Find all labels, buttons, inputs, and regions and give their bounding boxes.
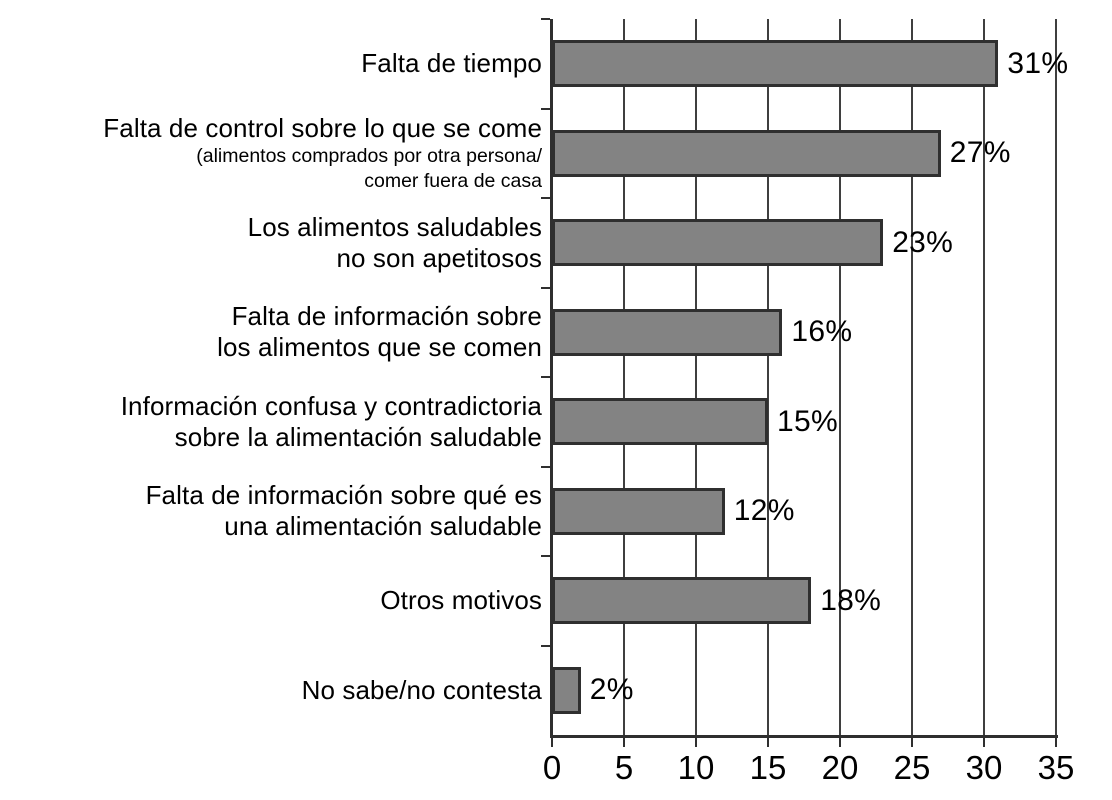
x-axis-tick-10 (695, 738, 697, 747)
category-label-line: Falta de control sobre lo que se come (103, 112, 542, 143)
category-label-line: Falta de información sobre qué es (145, 480, 542, 511)
bar-value-label-6: 18% (820, 583, 882, 617)
category-label-5: Falta de información sobre qué es una ali… (0, 467, 542, 557)
gridline-35 (1055, 19, 1057, 735)
category-label-line: los alimentos que se comen (217, 332, 542, 363)
category-label-line: una alimentación saludable (224, 511, 542, 542)
bar-value-label-0: 31% (1007, 46, 1069, 80)
gridline-5 (623, 19, 625, 735)
y-axis-tick-1 (541, 107, 550, 110)
category-label-line: sobre la alimentación saludable (174, 421, 542, 452)
x-tick-label-15: 15 (749, 749, 787, 786)
x-tick-label-5: 5 (614, 749, 634, 786)
x-tick-label-25: 25 (893, 749, 931, 786)
x-axis-tick-15 (767, 738, 769, 747)
category-label-1: Falta de control sobre lo que se come (al… (0, 109, 542, 199)
y-axis-tick-6 (541, 555, 550, 557)
category-label-line: Los alimentos saludables (247, 211, 542, 242)
category-label-2: Los alimentos saludables no son apetitoso… (0, 198, 542, 288)
category-label-3: Falta de información sobre los alimentos … (0, 288, 542, 378)
category-label-0: Falta de tiempo (0, 19, 542, 109)
gridline-25 (911, 19, 913, 735)
bar-value-label-7: 2% (589, 673, 634, 707)
x-axis-tick-30 (983, 738, 985, 747)
bar-6 (552, 577, 812, 625)
category-label-line: Falta de información sobre (231, 301, 542, 332)
gridline-15 (767, 19, 769, 735)
y-axis (550, 19, 553, 737)
x-tick-label-20: 20 (821, 749, 859, 786)
category-label-6: Otros motivos (0, 556, 542, 646)
bar-value-label-5: 12% (733, 494, 795, 528)
bar-value-label-2: 23% (892, 225, 954, 259)
bar-7 (552, 666, 581, 714)
category-label-line: no son apetitosos (336, 242, 542, 273)
y-axis-tick-4 (541, 376, 550, 378)
bar-value-label-1: 27% (949, 136, 1011, 170)
x-tick-label-10: 10 (677, 749, 715, 786)
category-sublabel-line: (alimentos comprados por otra persona/ (196, 144, 542, 167)
y-axis-tick-0 (541, 18, 550, 20)
category-label-line: No sabe/no contesta (301, 674, 542, 705)
x-axis-tick-25 (911, 738, 913, 747)
gridline-20 (839, 19, 841, 735)
category-label-line: Falta de tiempo (361, 48, 542, 79)
bar-4 (552, 398, 768, 446)
x-axis-tick-0 (551, 738, 553, 747)
x-tick-label-30: 30 (965, 749, 1003, 786)
y-axis-tick-5 (541, 465, 550, 468)
y-axis-tick-2 (541, 197, 550, 199)
category-label-line: Otros motivos (380, 585, 542, 616)
bar-value-label-3: 16% (791, 315, 853, 349)
y-axis-tick-3 (541, 286, 550, 289)
gridline-10 (695, 19, 697, 735)
x-axis-tick-35 (1055, 738, 1057, 747)
bar-5 (552, 487, 725, 535)
category-label-4: Información confusa y contradictoria sobr… (0, 377, 542, 467)
bar-3 (552, 308, 783, 356)
category-label-7: No sabe/no contesta (0, 646, 542, 736)
x-axis-tick-20 (839, 738, 841, 747)
x-axis-tick-5 (623, 738, 625, 747)
x-tick-label-35: 35 (1037, 749, 1075, 786)
category-sublabel-line: comer fuera de casa (364, 169, 542, 192)
bar-1 (552, 129, 941, 177)
y-axis-tick-7 (541, 644, 550, 647)
x-axis (550, 735, 1058, 738)
bar-0 (552, 40, 999, 88)
bar-2 (552, 219, 884, 267)
x-tick-label-0: 0 (542, 749, 562, 786)
bar-value-label-4: 15% (777, 404, 838, 438)
gridline-30 (983, 19, 985, 735)
category-label-line: Información confusa y contradictoria (120, 390, 542, 421)
